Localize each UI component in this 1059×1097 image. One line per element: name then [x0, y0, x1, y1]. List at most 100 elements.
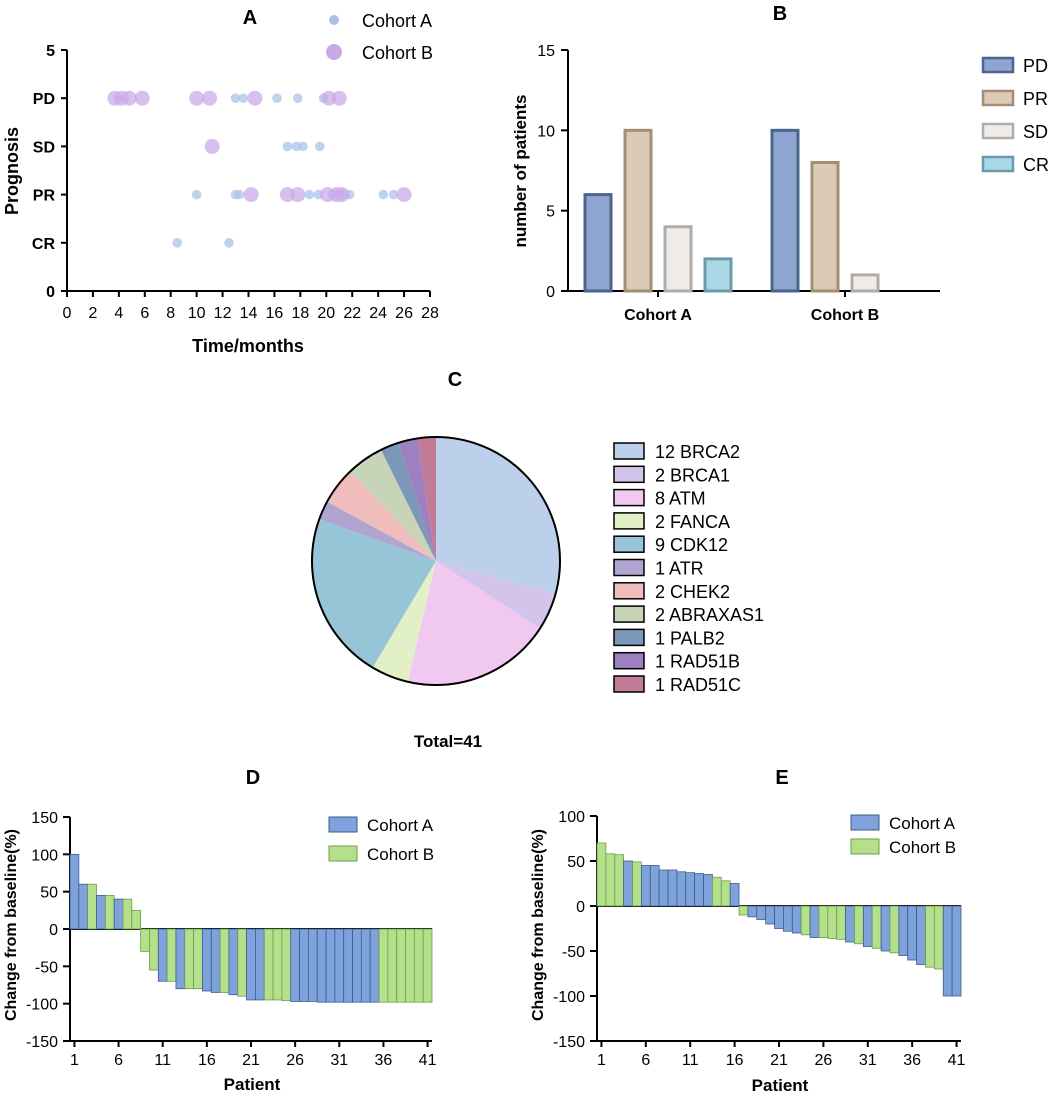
legend-e-cohort-b-label: Cohort B [889, 838, 956, 857]
pie-legend-label: 2 BRCA1 [655, 465, 730, 485]
patient-bar-cohort-b [263, 928, 274, 1001]
cohort-b-point [279, 187, 295, 203]
panel-a-x-tick-label: 18 [291, 305, 309, 322]
panel-e-y-tick-label: -100 [553, 989, 585, 1006]
patient-bar-cohort-a [685, 872, 696, 907]
cohort-b-point [243, 187, 259, 203]
bar-pr-cohort-b [810, 160, 840, 293]
cohort-a-point [272, 93, 282, 103]
panel-a-x-tick-label: 26 [395, 305, 413, 322]
patient-bar-cohort-a [325, 928, 336, 1003]
patient-bar-cohort-a [69, 853, 80, 930]
cohort-b-point [321, 90, 337, 106]
panel-a-x-tick-label: 22 [343, 305, 361, 322]
panel-d-x-tick-label: 41 [419, 1052, 437, 1069]
cohort-a-point [282, 141, 293, 152]
patient-bar-cohort-b [149, 928, 159, 971]
cohort-a-point [230, 93, 241, 103]
cohort-a-point [292, 93, 303, 103]
panel-d-x-tick-label: 26 [286, 1052, 304, 1069]
legend-e-cohort-a-swatch [850, 814, 880, 831]
panel-a-y-tick-label: 5 [46, 43, 55, 60]
panel-a-x-tick-label: 24 [369, 305, 387, 322]
pie-slice [380, 442, 436, 561]
cohort-b-point [396, 187, 412, 203]
legend-d-cohort-a-swatch [328, 816, 358, 833]
cohort-b-point [202, 90, 218, 106]
panel-a-x-tick-label: 10 [188, 305, 206, 322]
legend-pd-label: PD [1023, 56, 1048, 76]
panel-d-xlabel: Patient [224, 1075, 281, 1094]
legend-cohort-a-label: Cohort A [362, 11, 432, 31]
patient-bar-cohort-a [246, 928, 256, 1001]
patient-bar-cohort-a [290, 928, 300, 1002]
panel-b-legend: PD PR SD CR [981, 56, 1049, 175]
pie-slice [319, 501, 436, 561]
panel-b-category-label: Cohort B [811, 307, 879, 324]
panel-c-label: C [448, 369, 462, 391]
pie-legend-swatch [613, 465, 645, 484]
panel-d-label: D [246, 767, 260, 789]
panel-e-y-tick-label: 0 [576, 899, 585, 916]
patient-bar-cohort-a [307, 928, 318, 1002]
patient-bar-cohort-a [774, 905, 784, 929]
cohort-a-point [388, 189, 399, 200]
legend-e-cohort-a-label: Cohort A [889, 814, 956, 833]
patient-bar-cohort-b [818, 905, 829, 938]
pie-legend-label: 1 RAD51C [655, 675, 741, 695]
panel-b-category-label: Cohort A [624, 307, 692, 324]
patient-bar-cohort-b [378, 928, 389, 1003]
panel-a-legend: Cohort A Cohort B [326, 11, 433, 63]
panel-d-y-tick-label: 100 [31, 847, 58, 864]
legend-cr-swatch [981, 155, 1015, 173]
pie-legend-swatch [613, 605, 645, 623]
patient-bar-cohort-b [131, 909, 142, 930]
pie-slice [398, 438, 436, 561]
patient-bar-cohort-a [343, 928, 353, 1003]
legend-d-cohort-a-label: Cohort A [367, 816, 434, 835]
patient-bar-cohort-a [667, 869, 678, 907]
panel-b-ylabel: number of patients [511, 94, 530, 247]
pie-legend-swatch [613, 442, 645, 460]
panel-e-x-tick-label: 31 [859, 1052, 877, 1069]
cohort-a-point [304, 189, 315, 200]
patient-bar-cohort-a [334, 928, 345, 1003]
patient-bar-cohort-a [862, 905, 873, 947]
patient-bar-cohort-b [193, 928, 203, 990]
panel-a-x-tick-label: 14 [240, 305, 258, 322]
panel-e-x-tick-label: 11 [682, 1052, 699, 1069]
pie-slice [436, 561, 556, 629]
panel-e-y-tick-label: -150 [553, 1034, 585, 1051]
pie-legend-swatch [613, 628, 645, 647]
patient-bar-cohort-a [157, 928, 168, 982]
pie-legend-label: 2 FANCA [655, 512, 730, 532]
patient-bar-cohort-a [880, 905, 891, 952]
panel-c-legend: 12 BRCA2 2 BRCA1 8 ATM 2 FANCA 9 CDK12 1 ATR 2… [613, 442, 764, 695]
cohort-a-point [238, 93, 249, 103]
bar-pr-cohort-a [623, 128, 653, 293]
cohort-a-point [315, 141, 325, 152]
cohort-b-point [121, 90, 137, 106]
pie-legend-swatch [613, 675, 645, 693]
panel-e-x-tick-label: 1 [597, 1052, 606, 1069]
cohort-a-point [378, 189, 389, 200]
panel-b-y-tick-label: 0 [546, 284, 555, 301]
panel-b: B 0 5 10 15 Cohort A Cohort B number of patie… [511, 3, 1049, 324]
panel-e-x-tick-label: 41 [948, 1052, 966, 1069]
panel-a-ylabel: Prognosis [2, 127, 22, 215]
panel-d-x-tick-label: 21 [242, 1052, 260, 1069]
patient-bar-cohort-a [623, 860, 633, 907]
patient-bar-cohort-b [871, 905, 882, 949]
panel-b-label: B [773, 3, 787, 25]
legend-cohort-a-marker [329, 15, 339, 25]
legend-sd-label: SD [1023, 122, 1048, 142]
pie-legend-swatch [613, 488, 645, 507]
cohort-b-point [134, 90, 150, 106]
panel-d-y-tick-label: -50 [35, 959, 58, 976]
panel-b-y-tick-label: 5 [546, 204, 555, 221]
patient-bar-cohort-b [614, 854, 625, 907]
legend-pr-swatch [981, 89, 1015, 107]
patient-bar-cohort-b [596, 842, 607, 907]
